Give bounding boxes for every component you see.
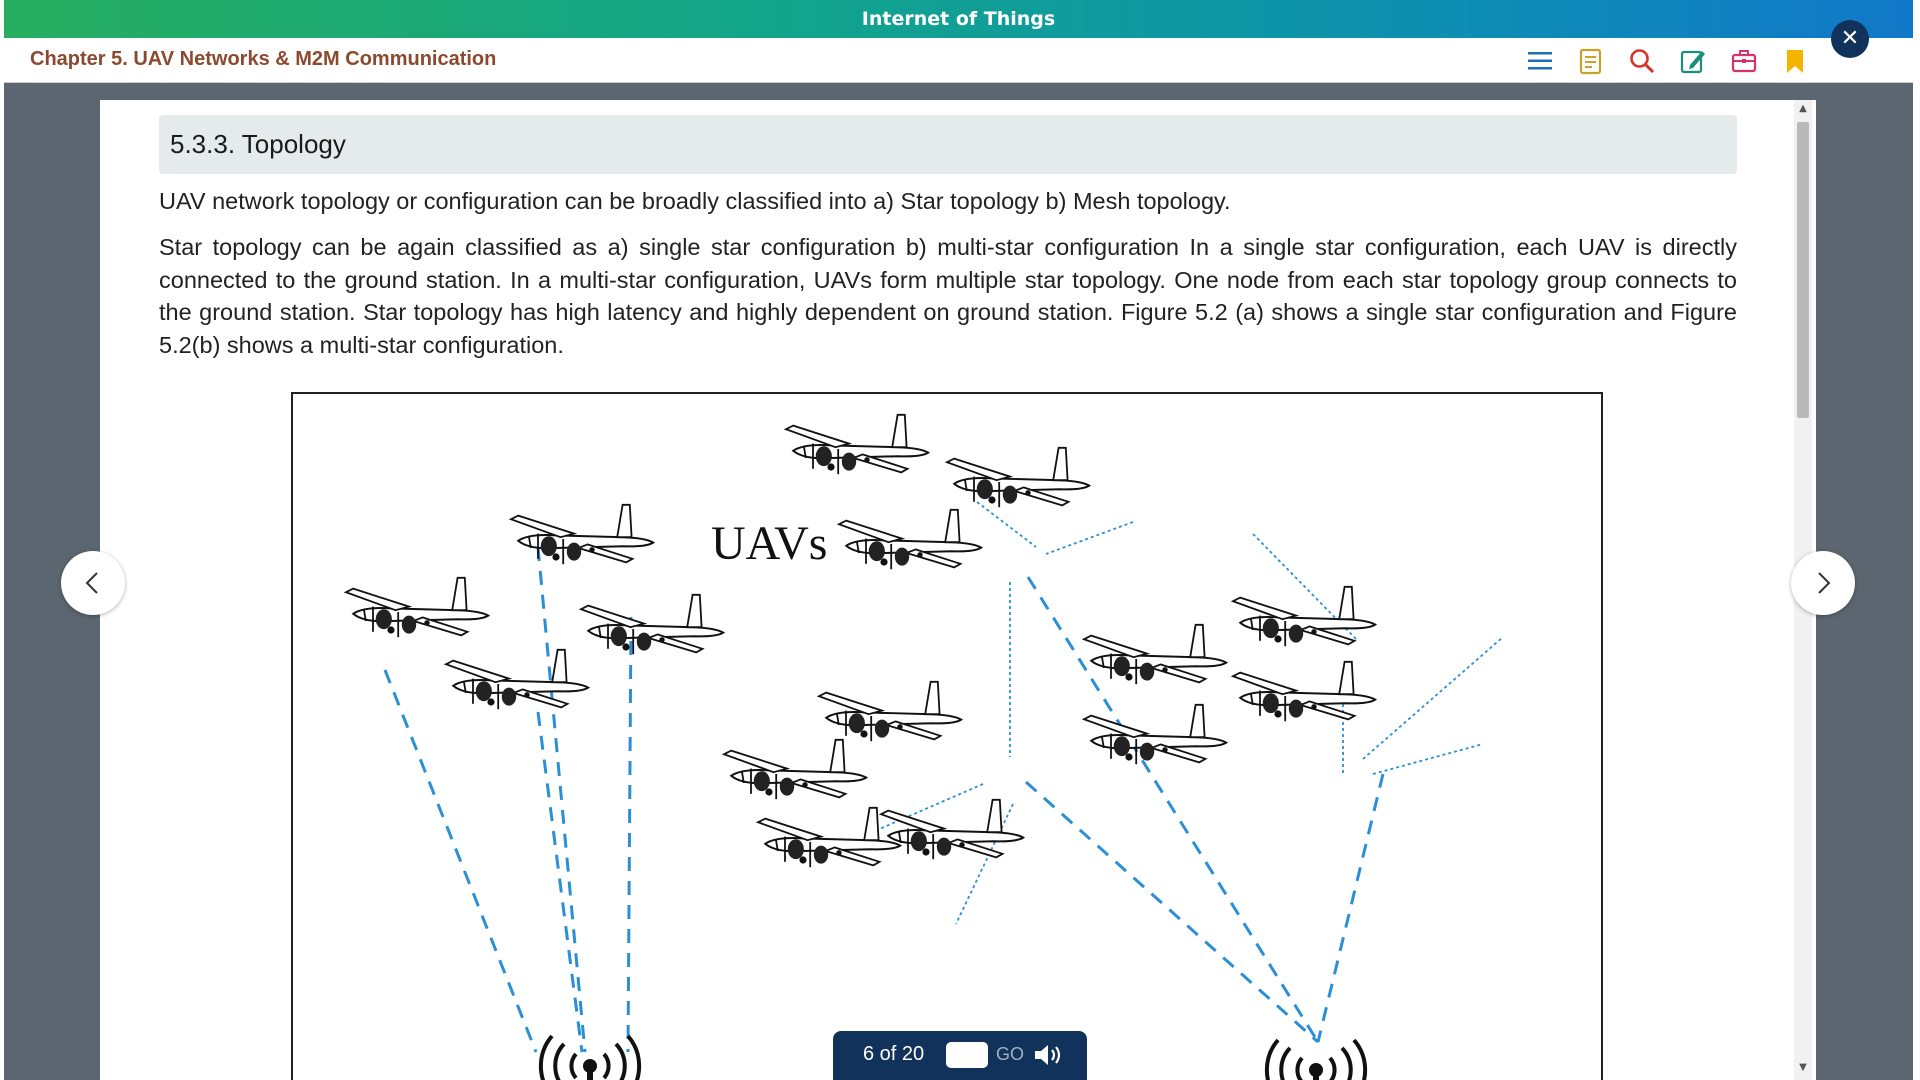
uav-diagram: UAVs — [345, 413, 1504, 1080]
page-navigator: 6 of 20 GO — [833, 1031, 1087, 1080]
notes-icon[interactable] — [1576, 46, 1606, 76]
close-button[interactable]: ✕ — [1831, 20, 1869, 58]
ground-station-b-icon — [1264, 1038, 1368, 1080]
chapter-header: Chapter 5. UAV Networks & M2M Communicat… — [4, 38, 1913, 83]
scroll-thumb[interactable] — [1797, 122, 1809, 418]
page-status: 6 of 20 — [863, 1043, 925, 1065]
speaker-icon[interactable] — [1032, 1041, 1066, 1069]
section-heading-box: 5.3.3. Topology — [159, 115, 1737, 174]
chevron-left-icon — [85, 572, 98, 594]
briefcase-icon[interactable] — [1729, 46, 1759, 76]
content-panel: 5.3.3. Topology UAV network topology or … — [100, 100, 1816, 1080]
section-title: 5.3.3. Topology — [170, 129, 346, 159]
scroll-up-icon[interactable]: ▲ — [1799, 103, 1807, 114]
app-banner: Internet of Things — [4, 0, 1913, 38]
ground-station-a-icon — [538, 1034, 642, 1080]
figure-uav-label: UAVs — [711, 517, 827, 570]
paragraph-intro: UAV network topology or configuration ca… — [159, 188, 1231, 214]
go-button[interactable]: GO — [996, 1044, 1025, 1064]
paragraph-star-topology: Star topology can be again classified as… — [159, 234, 1737, 358]
topology-figure: UAVs — [291, 392, 1603, 1080]
chapter-title: Chapter 5. UAV Networks & M2M Communicat… — [30, 48, 497, 70]
bookmark-icon[interactable] — [1780, 46, 1810, 76]
app-title: Internet of Things — [861, 8, 1056, 30]
page-number-input[interactable] — [946, 1042, 988, 1068]
menu-icon[interactable] — [1525, 46, 1555, 76]
chevron-right-icon — [1818, 572, 1831, 594]
next-page-button[interactable] — [1791, 551, 1855, 615]
search-icon[interactable] — [1627, 46, 1657, 76]
scroll-down-icon[interactable]: ▼ — [1799, 1062, 1807, 1073]
edit-icon[interactable] — [1678, 46, 1708, 76]
previous-page-button[interactable] — [61, 551, 125, 615]
